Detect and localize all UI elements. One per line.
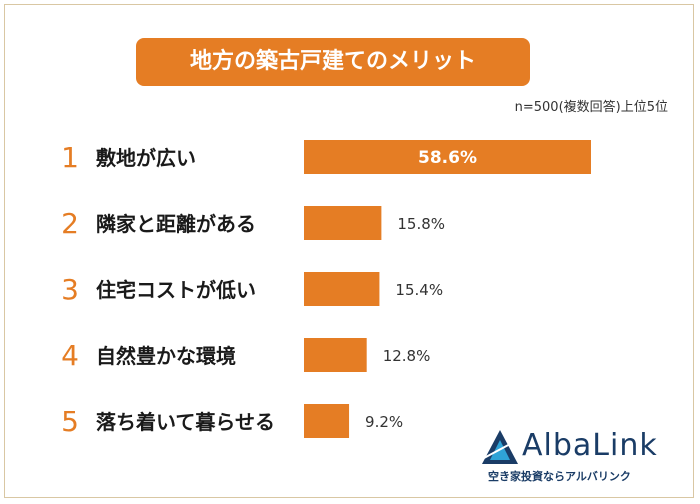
value-label: 15.8% [397, 215, 445, 233]
rank-number: 2 [61, 207, 79, 240]
bar [304, 338, 367, 372]
bar [304, 404, 350, 438]
logo-wordmark: AlbaLink [522, 428, 658, 463]
value-label: 9.2% [365, 413, 403, 431]
value-label: 15.4% [395, 281, 443, 299]
rank-number: 1 [61, 141, 79, 174]
category-label: 落ち着いて暮らせる [96, 410, 275, 434]
rank-number: 3 [61, 273, 79, 306]
albalink-logo: AlbaLink 空き家投資ならアルバリンク [480, 428, 680, 488]
category-label: 隣家と距離がある [96, 212, 256, 236]
category-label: 住宅コストが低い [96, 278, 256, 302]
rank-number: 4 [61, 339, 79, 372]
value-label: 58.6% [418, 148, 477, 168]
value-label: 12.8% [383, 347, 431, 365]
bar [304, 140, 591, 174]
category-label: 敷地が広い [96, 146, 196, 170]
sample-note: n=500(複数回答)上位5位 [514, 100, 668, 115]
category-label: 自然豊かな環境 [96, 344, 236, 368]
bar [304, 206, 382, 240]
bar [304, 272, 380, 306]
logo-tagline: 空き家投資ならアルバリンク [488, 470, 631, 483]
chart-title: 地方の築古戸建てのメリット [136, 38, 530, 86]
logo-mark-icon [482, 430, 518, 464]
rank-number: 5 [61, 405, 79, 438]
